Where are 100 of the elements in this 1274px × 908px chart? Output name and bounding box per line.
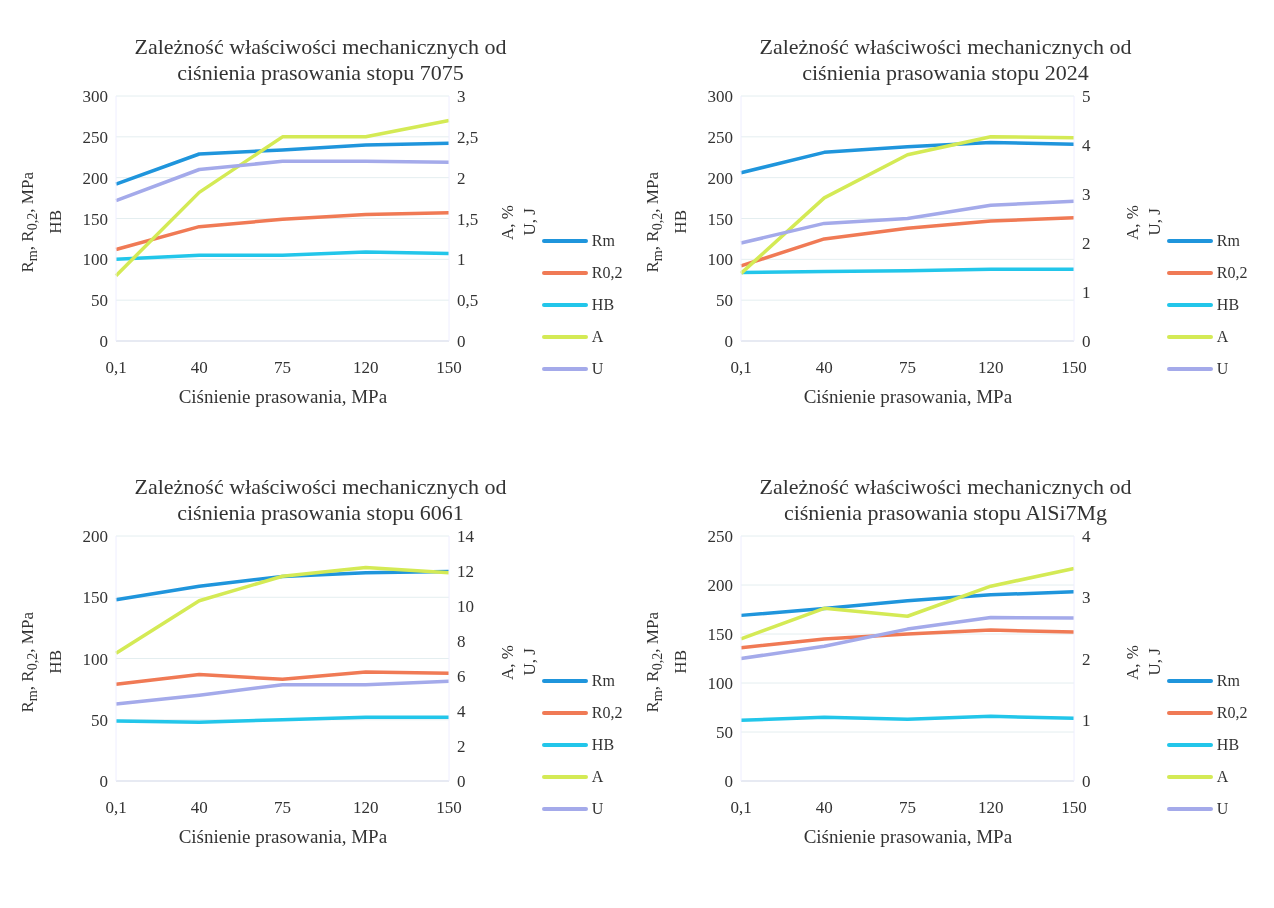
y-tick-label: 200 [82,168,108,188]
x-tick-label: 120 [977,358,1004,378]
x-tick-label: 150 [1061,358,1087,378]
y2-axis-title: A, % U, J [1122,644,1164,680]
y2-tick-label: 0 [1081,772,1091,792]
y2-tick-label: 2 [1081,649,1091,669]
legend-label: HB [591,296,615,314]
y2-tick-label: 0 [456,332,466,352]
line-series [739,615,1076,661]
y-tick-label: 100 [707,674,733,694]
legend-label: U [591,360,604,378]
x-tick-label: 75 [273,798,291,818]
y2-tick-label: 3 [1081,588,1091,608]
legend-label: HB [591,736,615,754]
y-tick-label: 200 [82,527,108,547]
chart-title: Zależność właściwości mechanicznych od ciśnienia prasowania stopu 6061 [133,473,508,526]
x-tick-label: 120 [977,798,1004,818]
x-tick-label: 150 [1061,798,1087,818]
y-tick-label: 0 [99,332,108,352]
y-tick-label: 50 [90,710,108,730]
legend-label: A [591,768,604,786]
line-series [739,215,1076,268]
y-tick-label: 150 [82,209,108,229]
line-series [739,566,1076,641]
y2-tick-label: 14 [456,527,475,547]
y-tick-label: 0 [99,772,108,792]
legend-label: R0,2 [1216,704,1248,722]
x-tick-label: 40 [190,798,208,818]
y2-tick-label: 1 [456,250,466,270]
line-series [114,159,451,203]
y2-tick-label: 3 [456,87,466,107]
y2-tick-label: 8 [456,632,466,652]
y2-tick-label: 4 [456,702,466,722]
line-series [114,118,451,278]
y-tick-label: 100 [82,649,108,669]
x-tick-label: 150 [436,798,462,818]
line-series [114,670,451,686]
x-tick-label: 75 [898,358,916,378]
y-tick-label: 150 [707,209,733,229]
y2-tick-label: 3 [1081,185,1091,205]
x-tick-label: 75 [273,358,291,378]
line-series [739,590,1076,618]
x-axis-title: Ciśnienie prasowania, MPa [803,386,1013,408]
y2-tick-label: 1,5 [456,209,479,229]
y2-tick-label: 2 [1081,234,1091,254]
chart-title: Zależność właściwości mechanicznych od ciśnienia prasowania stopu AlSi7Mg [758,473,1133,526]
x-tick-label: 0,1 [730,798,752,818]
line-series [739,134,1076,276]
y-tick-label: 100 [707,250,733,270]
legend-label: R0,2 [591,704,623,722]
x-tick-label: 40 [815,358,833,378]
x-tick-label: 120 [352,358,379,378]
x-tick-label: 120 [352,798,379,818]
y-tick-label: 0 [724,772,733,792]
legend-label: Rm [591,232,615,250]
chart-title: Zależność właściwości mechanicznych od ciśnienia prasowania stopu 2024 [758,33,1133,86]
y2-tick-label: 4 [1081,527,1091,547]
y2-tick-label: 4 [1081,136,1091,156]
line-series [114,211,451,252]
legend-label: U [1216,800,1229,818]
y2-tick-label: 0,5 [456,291,479,311]
x-tick-label: 0,1 [730,358,752,378]
legend-label: U [591,800,604,818]
legend-label: R0,2 [591,264,623,282]
y-tick-label: 150 [707,625,733,645]
legend-label: HB [1216,296,1240,314]
legend-label: A [1216,328,1229,346]
y-tick-label: 200 [707,168,733,188]
line-series [114,679,451,706]
x-axis-title: Ciśnienie prasowania, MPa [803,826,1013,848]
y2-axis-title: A, % U, J [497,204,539,240]
x-tick-label: 150 [436,358,462,378]
y-tick-label: 100 [82,250,108,270]
x-tick-label: 75 [898,798,916,818]
line-series [114,250,451,262]
y2-tick-label: 0 [1081,332,1091,352]
line-series [739,628,1076,650]
y2-tick-label: 5 [1081,87,1091,107]
y2-tick-label: 12 [456,562,474,582]
line-series [739,199,1076,245]
y-tick-label: 250 [707,527,733,547]
line-series [114,565,451,655]
legend-label: U [1216,360,1229,378]
y2-tick-label: 2,5 [456,127,479,147]
y2-tick-label: 10 [456,597,474,617]
y-tick-label: 50 [715,723,733,743]
y2-axis-title: A, % U, J [1122,204,1164,240]
y-tick-label: 0 [724,332,733,352]
x-tick-label: 40 [190,358,208,378]
x-axis-title: Ciśnienie prasowania, MPa [178,386,388,408]
y-tick-label: 250 [707,127,733,147]
legend-label: Rm [591,672,615,690]
y-tick-label: 50 [90,291,108,311]
legend-label: A [1216,768,1229,786]
y-tick-label: 200 [707,576,733,596]
x-axis-title: Ciśnienie prasowania, MPa [178,826,388,848]
y-tick-label: 250 [82,127,108,147]
legend-label: R0,2 [1216,264,1248,282]
x-tick-label: 0,1 [105,798,127,818]
y2-tick-label: 1 [1081,710,1091,730]
